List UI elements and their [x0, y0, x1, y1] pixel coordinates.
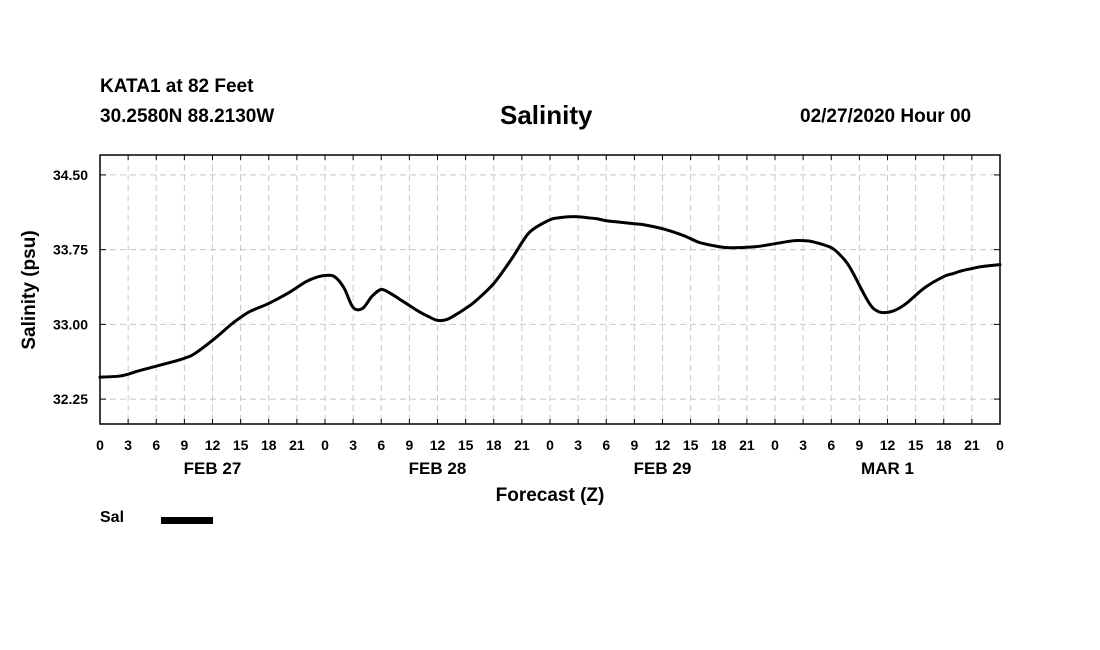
x-tick-label: 3 — [349, 437, 357, 453]
x-tick-label: 9 — [180, 437, 188, 453]
chart-grid — [100, 155, 1000, 424]
x-tick-label: 6 — [827, 437, 835, 453]
x-tick-label: 15 — [683, 437, 699, 453]
x-tick-label: 12 — [655, 437, 671, 453]
x-tick-label: 0 — [96, 437, 104, 453]
station-title: KATA1 at 82 Feet — [100, 76, 254, 97]
x-tick-label: 18 — [261, 437, 277, 453]
day-label: MAR 1 — [861, 459, 914, 478]
x-tick-label: 0 — [771, 437, 779, 453]
y-tick-label: 33.75 — [53, 242, 88, 258]
x-tick-label: 12 — [205, 437, 221, 453]
y-axis: 32.25 33.00 33.75 34.50 — [53, 167, 1000, 407]
x-tick-label: 0 — [546, 437, 554, 453]
y-tick-label: 33.00 — [53, 316, 88, 332]
day-label: FEB 29 — [634, 459, 692, 478]
x-axis-label: Forecast (Z) — [496, 485, 605, 506]
x-tick-label: 3 — [124, 437, 132, 453]
x-tick-label: 21 — [964, 437, 980, 453]
series-layer — [98, 215, 1002, 379]
x-tick-label: 9 — [630, 437, 638, 453]
x-tick-label: 9 — [405, 437, 413, 453]
x-tick-label: 3 — [799, 437, 807, 453]
x-tick-label: 12 — [430, 437, 446, 453]
x-tick-label: 18 — [936, 437, 952, 453]
chart-title: Salinity — [500, 100, 593, 130]
legend-label: Sal — [100, 509, 125, 526]
x-tick-label: 0 — [321, 437, 329, 453]
x-tick-label: 15 — [233, 437, 249, 453]
y-axis-label: Salinity (psu) — [19, 230, 40, 349]
y-tick-label: 32.25 — [53, 391, 88, 407]
x-tick-label: 18 — [486, 437, 502, 453]
x-tick-label: 21 — [739, 437, 755, 453]
x-tick-label: 6 — [152, 437, 160, 453]
forecast-issue-time: 02/27/2020 Hour 00 — [800, 106, 972, 127]
station-coordinates: 30.2580N 88.2130W — [100, 106, 275, 127]
x-axis: 0 3 6 9 12 15 18 21 0 3 6 9 12 15 18 21 0 3 6 9 12 15 18 21 0 3 6 9… — [96, 155, 1004, 478]
x-tick-label: 21 — [289, 437, 305, 453]
x-tick-label: 6 — [377, 437, 385, 453]
x-tick-label: 6 — [602, 437, 610, 453]
x-tick-label: 12 — [880, 437, 896, 453]
legend-swatch — [161, 517, 213, 524]
x-tick-label: 21 — [514, 437, 530, 453]
y-tick-label: 34.50 — [53, 167, 88, 183]
x-tick-label: 9 — [855, 437, 863, 453]
series-line-sal — [98, 215, 1002, 379]
x-tick-label: 3 — [574, 437, 582, 453]
x-tick-label: 15 — [908, 437, 924, 453]
x-tick-label: 15 — [458, 437, 474, 453]
x-tick-label: 0 — [996, 437, 1004, 453]
day-label: FEB 28 — [409, 459, 467, 478]
day-label: FEB 27 — [184, 459, 242, 478]
x-tick-label: 18 — [711, 437, 727, 453]
